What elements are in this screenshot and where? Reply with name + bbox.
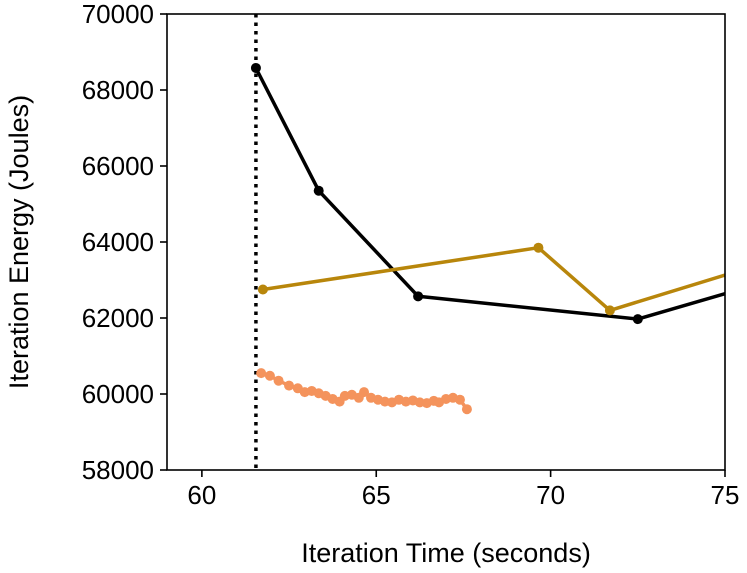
y-axis-label: Iteration Energy (Joules) <box>4 95 34 389</box>
data-point <box>604 305 615 316</box>
plot-area <box>250 14 747 470</box>
series-line <box>261 245 725 313</box>
x-tick-label: 60 <box>187 480 216 510</box>
y-tick-label: 62000 <box>82 303 154 333</box>
series-line <box>254 66 725 321</box>
y-tick-label: 68000 <box>82 75 154 105</box>
x-tick-label: 70 <box>536 480 565 510</box>
data-point <box>632 314 643 325</box>
y-tick-label: 66000 <box>82 151 154 181</box>
data-point <box>741 283 747 293</box>
x-tick-label: 65 <box>362 480 391 510</box>
data-point <box>359 387 370 398</box>
data-point <box>313 185 324 196</box>
data-point <box>741 264 747 274</box>
series-2 <box>257 242 747 316</box>
x-tick-label: 75 <box>711 480 740 510</box>
data-point <box>461 404 472 415</box>
series-1 <box>250 62 747 325</box>
y-tick-label: 64000 <box>82 227 154 257</box>
data-point <box>250 62 261 73</box>
data-point <box>533 242 544 253</box>
data-point <box>413 291 424 302</box>
x-axis-label: Iteration Time (seconds) <box>301 538 591 568</box>
data-point <box>264 370 275 381</box>
data-point <box>273 375 284 386</box>
data-point <box>257 284 268 295</box>
data-point <box>256 368 267 379</box>
data-point <box>284 380 295 391</box>
x-axis: 60 65 70 75 <box>187 470 739 510</box>
y-tick-label: 70000 <box>82 0 154 29</box>
y-axis: 58000 60000 62000 64000 66000 68000 70000 <box>82 0 167 485</box>
y-tick-label: 58000 <box>82 455 154 485</box>
y-tick-label: 60000 <box>82 379 154 409</box>
data-point <box>454 394 465 405</box>
series-3 <box>256 368 472 415</box>
